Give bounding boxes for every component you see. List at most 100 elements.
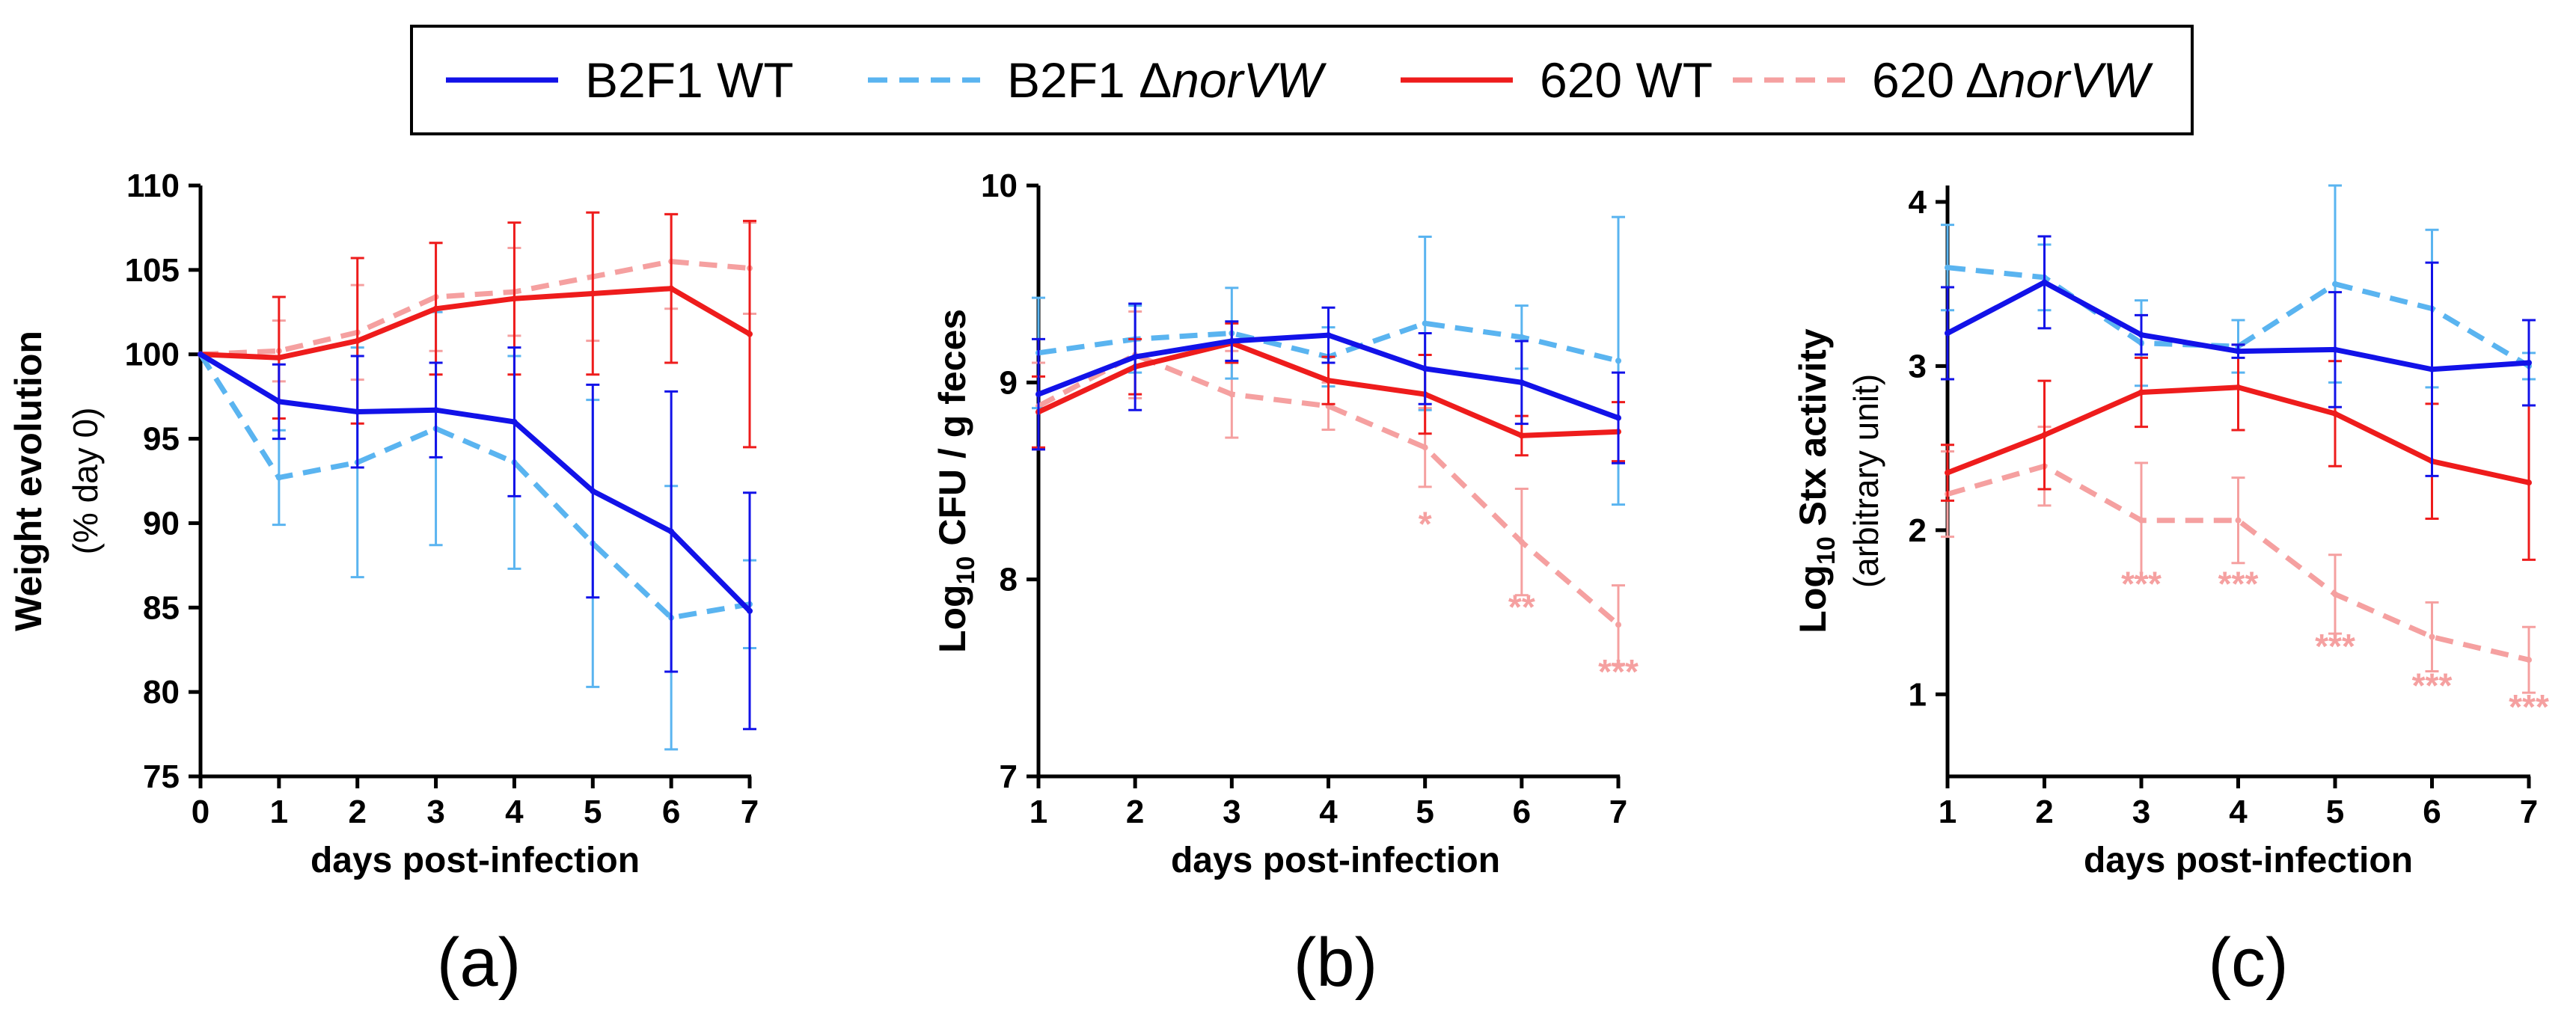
data-point	[1945, 330, 1951, 337]
data-point	[198, 351, 204, 358]
significance-annotation: *	[1419, 505, 1432, 544]
legend-entry-620-wt: 620 WT	[1401, 28, 1713, 132]
x-tick-label: 2	[348, 794, 366, 830]
y-tick-label: 100	[125, 337, 180, 373]
data-point	[668, 285, 675, 292]
x-tick-label: 4	[1319, 794, 1338, 830]
y-axis-label: Log10 CFU / g feces	[931, 309, 980, 653]
data-point	[511, 419, 518, 425]
data-point	[1422, 365, 1428, 372]
legend-label-b2f1-dnorvw: B2F1 ΔnorVW	[1007, 52, 1323, 108]
x-axis-label: days post-infection	[1171, 841, 1500, 880]
legend-entry-b2f1-wt: B2F1 WT	[446, 28, 794, 132]
x-tick-label: 2	[1126, 794, 1144, 830]
y-tick-label: 8	[1000, 562, 1018, 598]
data-point	[1615, 414, 1621, 421]
y-tick-label: 10	[981, 168, 1018, 204]
legend-label-b2f1-wt: B2F1 WT	[585, 52, 794, 108]
x-tick-label: 1	[270, 794, 288, 830]
data-point	[1518, 334, 1525, 340]
x-tick-label: 1	[1030, 794, 1047, 830]
y-tick-label: 95	[143, 421, 180, 458]
data-point	[2429, 634, 2435, 640]
panel-label: (b)	[1294, 924, 1377, 1001]
data-point	[2526, 360, 2532, 366]
legend-entry-b2f1-dnorvw: B2F1 ΔnorVW	[868, 28, 1323, 132]
series-line	[200, 259, 750, 358]
chart-panel-1: 75 80 85 90 95 100 105 110 0 1 2 3 4 5 6 7 days post-inf…	[7, 168, 759, 1001]
x-tick-label: 0	[192, 794, 209, 830]
y-axis-label: Weight evolution	[7, 331, 49, 631]
y-tick-label: 2	[1909, 512, 1927, 549]
x-tick-label: 6	[2423, 794, 2441, 830]
series-line	[200, 286, 751, 361]
data-point	[432, 407, 439, 414]
y-tick-label: 1	[1909, 676, 1927, 713]
data-point	[354, 337, 361, 344]
legend-swatch-b2f1-dnorvw	[868, 77, 980, 83]
series-b2f1-wt	[1032, 302, 1625, 464]
data-point	[432, 305, 439, 312]
legend-entry-620-dnorvw: 620 ΔnorVW	[1733, 28, 2150, 132]
data-point	[1132, 354, 1139, 361]
x-tick-label: 1	[1939, 794, 1957, 830]
data-point	[2041, 279, 2048, 286]
y-tick-label: 90	[143, 505, 180, 542]
data-point	[2138, 389, 2144, 396]
data-point	[1325, 332, 1332, 339]
data-point	[2526, 657, 2532, 663]
panel-label: (c)	[2208, 924, 2288, 1001]
y-tick-label: 4	[1909, 184, 1927, 221]
data-point	[2526, 479, 2532, 486]
data-point	[2429, 366, 2435, 372]
data-point	[1945, 470, 1951, 476]
y-tick-label: 7	[1000, 758, 1018, 795]
data-point	[2235, 348, 2242, 355]
y-axis-label: Log10 Stx activity	[1792, 328, 1841, 634]
x-tick-label: 5	[584, 794, 602, 830]
y-tick-label: 110	[126, 168, 180, 204]
data-point	[354, 408, 361, 415]
legend-label-620-dnorvw: 620 ΔnorVW	[1872, 52, 2150, 108]
data-point	[747, 607, 753, 614]
significance-annotation: **	[1508, 587, 1535, 626]
data-point	[2332, 346, 2338, 353]
x-tick-label: 4	[505, 794, 524, 830]
x-tick-label: 7	[2520, 794, 2538, 830]
significance-annotation: ***	[2121, 565, 2162, 604]
legend-swatch-620-wt	[1401, 77, 1513, 83]
y-tick-label: 85	[143, 589, 180, 626]
series-620-wt	[198, 211, 756, 449]
data-point	[1518, 379, 1525, 386]
series-b2f1-wt	[198, 346, 756, 731]
significance-annotation: ***	[2509, 687, 2549, 726]
data-point	[2235, 384, 2242, 390]
chart-panel-2: 7 8 9 10 1 2 3 4 5 6 7 days post-infection Log10 CFU…	[931, 168, 1639, 1001]
x-tick-label: 6	[1513, 794, 1531, 830]
data-point	[1325, 377, 1332, 384]
legend-swatch-b2f1-wt	[446, 77, 558, 83]
data-point	[2041, 432, 2048, 438]
series-line	[198, 352, 750, 621]
data-point	[1229, 391, 1235, 398]
data-point	[1422, 444, 1428, 451]
chart-panel-3: 1 2 3 4 1 2 3 4 5 6 7 days post-infection Log10 Stx …	[1792, 184, 2549, 1001]
data-point	[1035, 391, 1041, 398]
legend-label-620-wt: 620 WT	[1540, 52, 1713, 108]
x-tick-label: 5	[2326, 794, 2344, 830]
data-point	[590, 290, 596, 297]
x-tick-label: 3	[1223, 794, 1240, 830]
legend: B2F1 WT B2F1 ΔnorVW 620 WT 620 ΔnorVW	[410, 25, 2194, 135]
x-tick-label: 4	[2229, 794, 2248, 830]
y-tick-label: 9	[1000, 364, 1018, 401]
data-point	[1422, 320, 1428, 327]
data-point	[1229, 338, 1235, 345]
y-tick-label: 75	[143, 758, 180, 795]
x-tick-label: 7	[741, 794, 759, 830]
data-point	[2332, 591, 2338, 598]
significance-annotation: ***	[2412, 666, 2453, 705]
data-point	[2235, 517, 2242, 524]
data-point	[1615, 358, 1621, 364]
y-tick-label: 105	[125, 252, 180, 289]
